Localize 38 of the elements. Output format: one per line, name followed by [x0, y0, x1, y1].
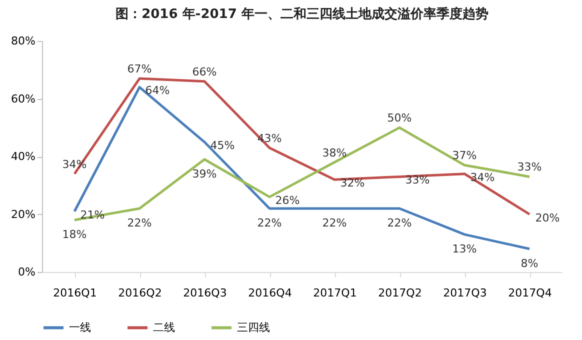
x-tick-label: 2016Q4: [248, 286, 292, 300]
data-label: 33%: [405, 174, 430, 187]
x-tick-label: 2017Q2: [378, 286, 422, 300]
data-label: 8%: [520, 256, 538, 270]
x-tick-label: 2016Q1: [53, 286, 97, 300]
data-label: 64%: [145, 84, 170, 98]
data-label: 37%: [452, 149, 477, 162]
data-label: 22%: [127, 216, 152, 230]
data-label: 45%: [210, 139, 235, 152]
y-tick-label: 60%: [11, 92, 36, 106]
data-label: 26%: [275, 194, 300, 207]
y-tick-label: 0%: [18, 266, 36, 278]
chart-title: 图：2016 年-2017 年一、二和三四线土地成交溢价率季度趋势: [116, 6, 488, 22]
x-tick-label: 2016Q3: [183, 286, 227, 300]
x-tick-label: 2017Q4: [508, 286, 552, 300]
x-tick-label: 2017Q1: [313, 286, 357, 300]
data-label: 22%: [387, 216, 412, 230]
data-label: 22%: [257, 216, 282, 230]
y-tick-label: 80%: [11, 34, 36, 48]
data-label: 66%: [192, 65, 217, 78]
y-tick-label: 20%: [11, 208, 36, 221]
y-tick-label: 40%: [11, 150, 36, 163]
data-label: 34%: [470, 170, 495, 184]
data-label: 13%: [452, 242, 477, 256]
legend-label: 二线: [153, 320, 175, 334]
data-label: 18%: [62, 228, 87, 242]
legend-label: 三四线: [237, 320, 270, 334]
x-tick-label: 2017Q3: [443, 286, 487, 300]
data-label: 32%: [340, 176, 365, 190]
data-label: 20%: [535, 211, 560, 224]
x-tick-label: 2016Q2: [118, 286, 162, 300]
legend-label: 一线: [69, 320, 91, 334]
data-label: 33%: [517, 160, 542, 174]
data-label: 22%: [322, 216, 347, 230]
data-label: 39%: [192, 167, 217, 180]
data-label: 67%: [127, 62, 152, 76]
data-label: 38%: [322, 146, 347, 160]
data-label: 50%: [387, 112, 412, 125]
